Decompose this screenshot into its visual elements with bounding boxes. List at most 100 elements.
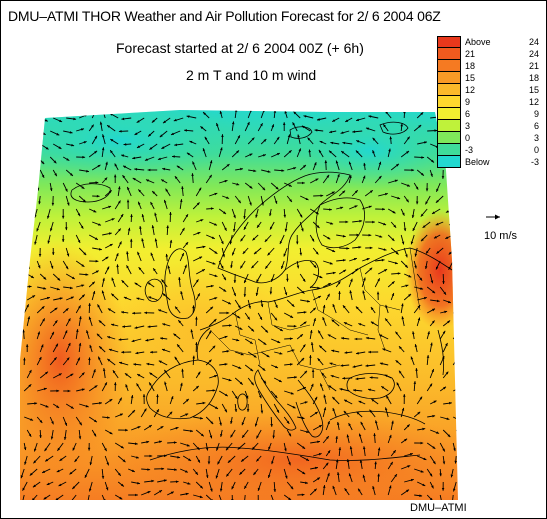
wind-arrow-head	[346, 434, 350, 438]
wind-arrow-head	[172, 155, 175, 158]
wind-arrow-head	[449, 199, 453, 202]
wind-arrow-head	[239, 381, 243, 385]
wind-arrow-head	[247, 316, 250, 320]
wind-arrow-head	[340, 131, 344, 134]
wind-arrow-head	[173, 118, 177, 122]
wind-arrow-head	[321, 372, 325, 376]
wind-arrow-head	[20, 475, 24, 479]
wind-arrow-head	[184, 129, 187, 132]
wind-arrow-head	[151, 119, 155, 123]
wind-arrow-head	[293, 167, 297, 170]
wind-arrow-head	[118, 228, 121, 232]
wind-arrow-shaft	[23, 156, 33, 163]
wind-arrow-head	[164, 454, 167, 458]
wind-arrow-head	[399, 370, 402, 374]
wind-arrow-head	[96, 194, 100, 198]
wind-arrow-head	[207, 461, 211, 465]
wind-arrow-head	[50, 228, 53, 232]
wind-arrow-head	[426, 355, 430, 358]
legend-row: Above 24	[437, 36, 542, 48]
wind-arrow-head	[358, 433, 362, 437]
wind-arrow-head	[317, 118, 320, 121]
wind-arrow-head	[134, 442, 138, 445]
wind-arrow-head	[57, 447, 61, 451]
wind-arrow-head	[159, 490, 162, 493]
wind-arrow-head	[28, 285, 32, 288]
wind-arrow-head	[257, 224, 260, 228]
wind-arrow-head	[330, 222, 334, 225]
wind-arrow-head	[34, 402, 38, 405]
wind-arrow-head	[297, 134, 300, 138]
wind-arrow-head	[277, 340, 281, 343]
wind-arrow-head	[249, 185, 253, 189]
wind-arrow-head	[69, 131, 73, 134]
wind-arrow-head	[98, 223, 101, 226]
wind-arrow-head	[299, 214, 303, 218]
wind-arrow-head	[356, 351, 359, 355]
wind-arrow-shaft	[455, 273, 458, 284]
wind-arrow-head	[145, 338, 149, 342]
wind-arrow-head	[243, 226, 247, 230]
wind-arrow-head	[220, 147, 223, 151]
wind-arrow-head	[414, 344, 418, 347]
wind-arrow-head	[288, 497, 292, 500]
wind-arrow-head	[385, 304, 388, 308]
wind-arrow-head	[386, 395, 389, 399]
country-borders	[209, 247, 421, 391]
wind-arrow-head	[224, 393, 228, 397]
wind-arrow-head	[162, 167, 166, 171]
wind-arrow-head	[190, 329, 193, 333]
wind-arrow-shaft	[218, 494, 223, 500]
wind-arrow-head	[275, 365, 278, 368]
wind-arrow-head	[44, 448, 48, 452]
wind-arrow-head	[323, 394, 326, 398]
wind-arrow-head	[444, 310, 448, 314]
wind-arrow-head	[344, 351, 348, 354]
wind-arrow-head	[227, 460, 231, 463]
wind-arrow-head	[302, 387, 306, 390]
wind-arrow-head	[427, 331, 430, 335]
wind-arrow-head	[76, 329, 79, 332]
wind-arrow-head	[89, 344, 92, 348]
wind-arrow-head	[205, 447, 209, 451]
wind-arrow-head	[31, 117, 35, 120]
wind-arrow-head	[153, 268, 156, 272]
wind-arrow-head	[114, 163, 118, 167]
wind-arrow-head	[65, 188, 68, 192]
wind-arrow-head	[98, 320, 102, 324]
wind-arrow-head	[135, 493, 138, 497]
wind-arrow-head	[369, 409, 373, 413]
wind-arrow-head	[301, 493, 305, 497]
wind-arrow-head	[126, 199, 130, 203]
wind-arrow-head	[362, 175, 366, 179]
wind-arrow-head	[419, 396, 423, 400]
wind-arrow-shaft	[455, 429, 458, 438]
wind-arrow-head	[70, 406, 74, 409]
wind-arrow-head	[442, 281, 445, 284]
wind-arrow-head	[74, 459, 78, 462]
wind-arrow-head	[175, 306, 178, 310]
wind-arrow-head	[412, 228, 416, 231]
wind-arrow-head	[243, 294, 247, 297]
wind-arrow-head	[448, 251, 452, 255]
wind-arrow-head	[458, 344, 460, 347]
wind-arrow-head	[317, 286, 320, 290]
wind-arrow-head	[344, 399, 348, 403]
wind-arrow-head	[59, 297, 63, 300]
wind-arrow-head	[403, 394, 406, 397]
wind-arrow-head	[89, 488, 92, 492]
wind-arrow-head	[195, 471, 198, 475]
wind-arrow-head	[307, 299, 310, 303]
wind-arrow-head	[242, 434, 245, 438]
wind-arrow-head	[61, 215, 65, 219]
wind-arrow-head	[50, 265, 54, 269]
wind-arrow-head	[198, 187, 202, 191]
wind-arrow-head	[270, 424, 273, 427]
wind-arrow-head	[47, 215, 50, 219]
wind-arrow-head	[356, 118, 359, 122]
wind-arrow-head	[396, 163, 399, 167]
wind-arrow-head	[120, 214, 124, 217]
legend-swatch	[437, 84, 461, 96]
wind-arrow-head	[415, 368, 418, 371]
wind-arrow-head	[442, 461, 446, 465]
